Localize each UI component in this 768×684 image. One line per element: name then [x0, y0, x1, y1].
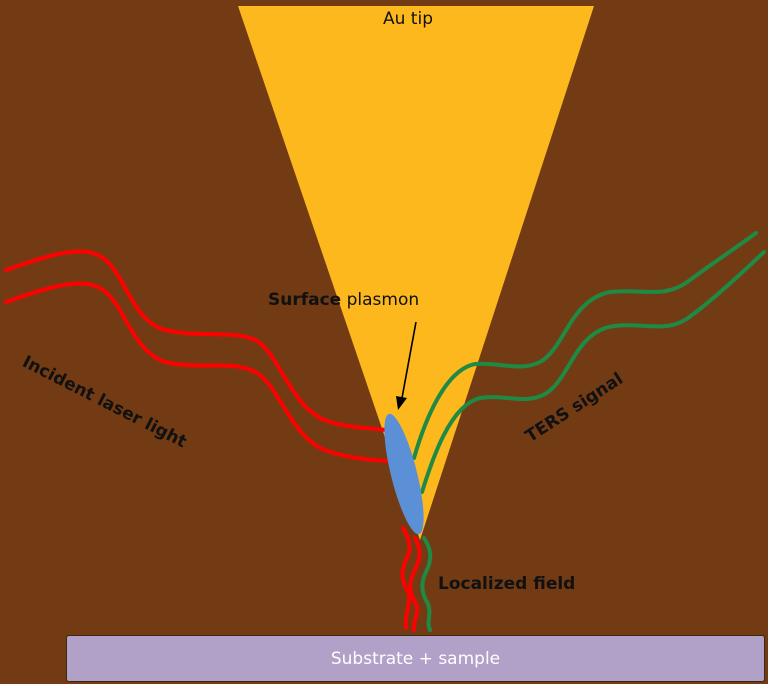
- surface-plasmon-label: Surface plasmon: [268, 290, 419, 310]
- surface-plasmon-label-bold: Surface: [268, 290, 342, 310]
- incident-laser-waves: [4, 249, 390, 463]
- plasmon-arrow: [396, 321, 417, 410]
- substrate-label: Substrate + sample: [330, 648, 501, 669]
- au-tip-label: Au tip: [383, 9, 433, 29]
- localized-field-waves: [400, 526, 433, 632]
- surface-plasmon-ellipse: [384, 413, 424, 535]
- localized-field-label: Localized field: [438, 574, 576, 594]
- substrate-sample-block: Substrate + sample: [66, 635, 765, 682]
- au-tip-shape: [238, 6, 594, 540]
- surface-plasmon-label-rest: plasmon: [341, 290, 420, 310]
- ters-signal-waves: [412, 231, 766, 494]
